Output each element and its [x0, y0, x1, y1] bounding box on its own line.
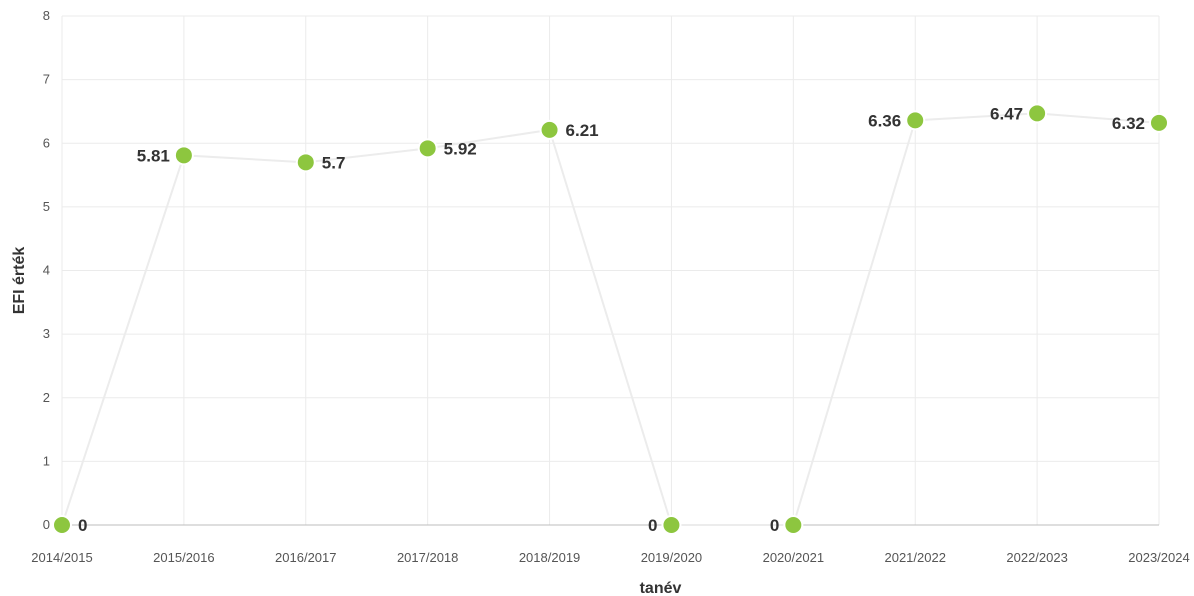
- x-tick-label: 2019/2020: [641, 550, 702, 565]
- data-label: 5.7: [322, 153, 346, 172]
- data-point[interactable]: [417, 138, 438, 159]
- data-label: 6.36: [868, 111, 901, 130]
- x-tick-label: 2015/2016: [153, 550, 214, 565]
- data-point[interactable]: [52, 515, 72, 535]
- y-axis-title: EFI érték: [11, 247, 28, 315]
- data-label: 0: [648, 516, 657, 535]
- x-tick-label: 2022/2023: [1006, 550, 1067, 565]
- x-tick-label: 2017/2018: [397, 550, 458, 565]
- x-axis-title: tanév: [640, 580, 682, 596]
- y-tick-label: 8: [43, 8, 50, 23]
- data-label: 6.32: [1112, 114, 1145, 133]
- series: [52, 103, 1169, 535]
- data-labels: 0 5.81 5.7 5.92 6.21 0 0 6.36 6.47 6.32: [78, 104, 1145, 535]
- data-point[interactable]: [905, 110, 926, 131]
- y-tick-label: 2: [43, 390, 50, 405]
- data-label: 5.81: [137, 146, 170, 165]
- data-label: 6.21: [566, 121, 599, 140]
- data-point[interactable]: [1027, 103, 1048, 124]
- x-axis-ticks: 2014/2015 2015/2016 2016/2017 2017/2018 2018…: [31, 550, 1189, 565]
- data-label: 0: [770, 516, 779, 535]
- y-tick-label: 6: [43, 135, 50, 150]
- x-tick-label: 2016/2017: [275, 550, 336, 565]
- x-tick-label: 2021/2022: [884, 550, 945, 565]
- data-label: 5.92: [444, 139, 477, 158]
- x-tick-label: 2023/2024: [1128, 550, 1189, 565]
- data-point[interactable]: [1149, 112, 1169, 133]
- data-point[interactable]: [539, 119, 560, 140]
- y-axis-ticks: 0 1 2 3 4 5 6 7 8: [43, 8, 50, 532]
- y-tick-label: 7: [43, 72, 50, 87]
- grid: [61, 15, 1160, 525]
- y-tick-label: 1: [43, 453, 50, 468]
- data-point[interactable]: [661, 515, 682, 535]
- y-tick-label: 0: [43, 517, 50, 532]
- data-point[interactable]: [295, 152, 316, 173]
- y-tick-label: 5: [43, 199, 50, 214]
- data-label: 0: [78, 516, 87, 535]
- x-tick-label: 2014/2015: [31, 550, 92, 565]
- x-tick-label: 2018/2019: [519, 550, 580, 565]
- data-point[interactable]: [173, 145, 194, 166]
- data-label: 6.47: [990, 104, 1023, 123]
- y-tick-label: 4: [43, 263, 50, 278]
- x-tick-label: 2020/2021: [763, 550, 824, 565]
- data-point[interactable]: [783, 515, 804, 535]
- series-line: [61, 112, 1160, 526]
- y-tick-label: 3: [43, 326, 50, 341]
